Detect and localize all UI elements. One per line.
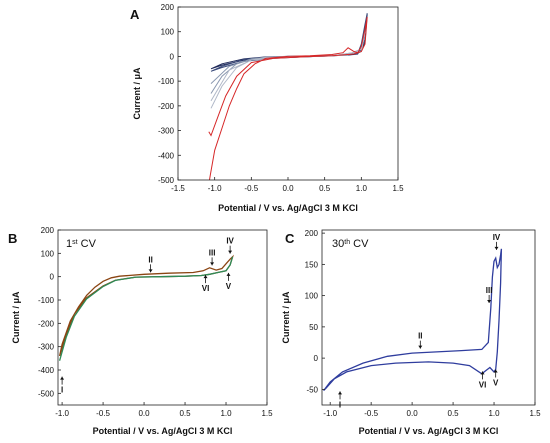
panel-A: -1.5 -1.0 -0.5 0.0 0.5 1.0 1.5 200 100 0 -100 -200 -… — [130, 3, 404, 213]
y-tick-label: 0 — [314, 354, 319, 363]
series-line-1 — [58, 256, 234, 361]
x-tick-label: 1.5 — [529, 409, 541, 418]
x-tick-label: 0.5 — [319, 184, 331, 193]
cv-title-suffix: th — [344, 239, 350, 246]
y-tick-label: -500 — [38, 389, 55, 398]
x-tick-label: 1.5 — [392, 184, 404, 193]
panel-C: -1.0 -0.5 0.0 0.5 1.0 1.5 200 150 100 50 0 -50 Poten… — [281, 229, 541, 436]
y-tick-label: -300 — [38, 343, 55, 352]
annotation-label: II — [148, 255, 152, 264]
y-tick-label: -500 — [158, 176, 175, 185]
annotation-label: IV — [226, 237, 234, 246]
series-line-3 — [210, 31, 366, 109]
annotation-label: V — [493, 379, 499, 388]
y-tick-label: 200 — [305, 229, 319, 238]
annotation-arrowhead — [338, 391, 343, 395]
x-tick-label: 1.0 — [220, 409, 232, 418]
x-tick-label: -0.5 — [364, 409, 378, 418]
annotation-arrowhead — [226, 272, 231, 276]
x-tick-label: 1.0 — [356, 184, 368, 193]
y-tick-label: -50 — [306, 385, 318, 394]
series-line-0 — [58, 254, 234, 357]
annotation-arrowhead — [487, 300, 492, 303]
cv-title-suffix: st — [72, 239, 78, 246]
y-tick-label: 0 — [170, 52, 175, 61]
y-axis-label: Current / μA — [11, 291, 21, 344]
y-tick-label: 100 — [161, 28, 175, 37]
y-axis-label: Current / μA — [132, 67, 142, 120]
x-tick-label: 1.0 — [488, 409, 500, 418]
y-tick-label: 50 — [309, 323, 318, 332]
annotation-label: VI — [202, 284, 210, 293]
x-tick-label: 0.5 — [179, 409, 191, 418]
annotation-label: III — [209, 248, 216, 257]
annotation-arrowhead — [418, 345, 423, 349]
annotation-label: VI — [479, 380, 487, 389]
x-tick-label: 0.0 — [138, 409, 150, 418]
cv-title-rest: CV — [350, 238, 369, 250]
panel-letter: A — [130, 7, 140, 22]
x-tick-label: 0.0 — [407, 409, 419, 418]
cv-title: 1st CV — [66, 238, 97, 250]
annotation-arrowhead — [480, 371, 485, 375]
annotation-arrowhead — [228, 250, 233, 254]
x-tick-label: -1.5 — [171, 184, 185, 193]
y-tick-label: 150 — [305, 260, 319, 269]
y-tick-label: 100 — [41, 249, 55, 258]
x-tick-label: -1.0 — [323, 409, 337, 418]
x-axis-label: Potential / V vs. Ag/AgCl 3 M KCl — [359, 426, 499, 436]
y-axis-label: Current / μA — [281, 291, 291, 344]
cv-title-rest: CV — [78, 238, 97, 250]
plot-frame — [57, 229, 268, 406]
annotation-arrowhead — [60, 376, 65, 380]
y-tick-label: -400 — [158, 151, 175, 160]
annotation-label: I — [339, 400, 341, 409]
x-tick-label: 0.0 — [282, 184, 294, 193]
annotation-arrowhead — [203, 275, 208, 279]
x-tick-label: -1.0 — [208, 184, 222, 193]
series-line-0 — [323, 248, 503, 392]
y-tick-label: 200 — [161, 3, 175, 12]
x-tick-label: -0.5 — [244, 184, 258, 193]
series-line-0 — [210, 14, 368, 70]
y-tick-label: 100 — [305, 292, 319, 301]
annotation-label: IV — [493, 233, 501, 242]
x-axis-label: Potential / V vs. Ag/AgCl 3 M KCl — [93, 426, 233, 436]
annotation-label: I — [61, 386, 63, 395]
cv-title: 30th CV — [332, 238, 369, 250]
cv-title-number: 30 — [332, 238, 344, 250]
series-line-4 — [208, 16, 368, 180]
y-tick-label: 0 — [50, 273, 55, 282]
y-tick-label: -400 — [38, 366, 55, 375]
annotation-arrowhead — [493, 369, 498, 373]
panel-letter: B — [8, 231, 17, 246]
cv-title-number: 1 — [66, 238, 72, 250]
y-tick-label: -200 — [38, 319, 55, 328]
x-tick-label: 0.5 — [448, 409, 460, 418]
y-tick-label: -200 — [158, 102, 175, 111]
y-tick-label: -100 — [158, 77, 175, 86]
y-tick-label: -300 — [158, 127, 175, 136]
panel-letter: C — [285, 231, 295, 246]
plot-frame — [321, 229, 536, 406]
y-tick-label: -100 — [38, 296, 55, 305]
annotation-label: II — [418, 332, 422, 341]
series-line-1 — [210, 13, 368, 72]
y-tick-label: 200 — [41, 226, 55, 235]
annotation-arrowhead — [210, 262, 215, 266]
x-tick-label: 1.5 — [261, 409, 273, 418]
x-tick-label: -1.0 — [55, 409, 69, 418]
x-tick-label: -0.5 — [96, 409, 110, 418]
annotation-label: III — [486, 286, 493, 295]
annotation-label: V — [226, 282, 232, 291]
annotation-arrowhead — [494, 246, 499, 250]
annotation-arrowhead — [148, 269, 153, 273]
panel-B: -1.0 -0.5 0.0 0.5 1.0 1.5 200 100 0 -100 -200 -300 -… — [8, 226, 273, 436]
x-axis-label: Potential / V vs. Ag/AgCl 3 M KCl — [218, 203, 358, 213]
